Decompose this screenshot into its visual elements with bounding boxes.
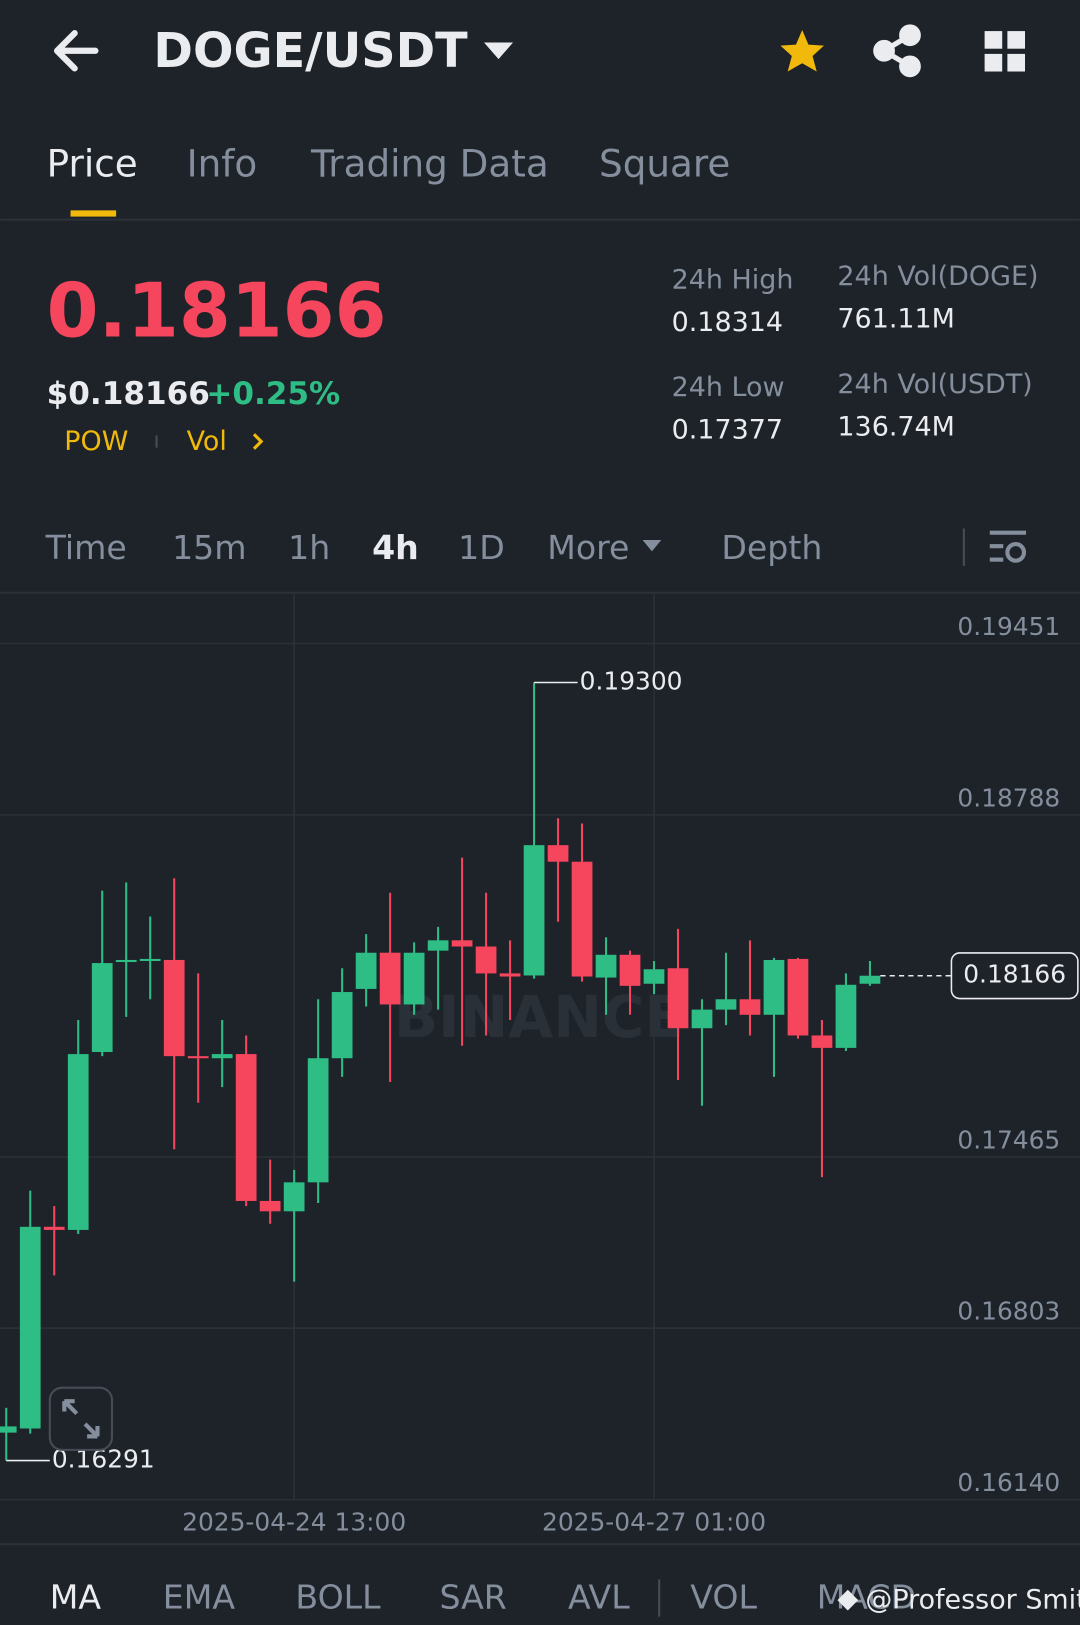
candle-body: [355, 952, 377, 989]
candle-body: [859, 975, 881, 984]
tag[interactable]: POW: [64, 426, 128, 457]
interval[interactable]: 15m: [172, 528, 247, 567]
tab-indicator: [70, 210, 117, 217]
interval[interactable]: Depth: [721, 528, 822, 567]
interval[interactable]: 4h: [372, 528, 419, 567]
candle-body: [283, 1182, 305, 1212]
indicator[interactable]: VOL: [690, 1578, 757, 1617]
stat-value: 0.17377: [672, 415, 783, 446]
watermark: @Professor Smith: [865, 1585, 1080, 1616]
pair-dropdown[interactable]: [484, 42, 514, 60]
candle-body: [235, 1054, 257, 1201]
candlestick-chart: BINANCE 0.19451 0.18788 0.17465 0.16803 0.161…: [0, 592, 1080, 1536]
interval[interactable]: 1h: [288, 528, 330, 567]
candle-body: [475, 946, 497, 974]
stat-label: 24h Low: [672, 372, 785, 403]
candle-body: [787, 958, 809, 1036]
stat-label: 24h Vol(USDT): [837, 369, 1032, 400]
candle-body: [91, 963, 113, 1053]
candle-body: [667, 968, 689, 1029]
indicator[interactable]: MA: [50, 1578, 102, 1617]
candle-body: [547, 845, 569, 862]
stat-label: 24h High: [672, 264, 794, 295]
chart-watermark: BINANCE: [394, 983, 684, 1051]
candle-body: [739, 999, 761, 1015]
tab[interactable]: Info: [187, 141, 258, 185]
interval[interactable]: 1D: [458, 528, 505, 567]
share-button[interactable]: [873, 24, 921, 78]
tab[interactable]: Trading Data: [310, 141, 549, 185]
watermark-icon: [837, 1589, 859, 1611]
x-tick-label: 2025-04-27 01:00: [542, 1507, 766, 1536]
candle-body: [643, 969, 665, 984]
candle-body: [715, 999, 737, 1010]
more-dropdown[interactable]: [642, 539, 662, 552]
usd-price: $0.18166: [47, 376, 210, 412]
max-label: 0.19300: [580, 667, 683, 696]
indicator[interactable]: SAR: [439, 1578, 506, 1617]
indicator[interactable]: BOLL: [295, 1578, 381, 1617]
stat-value: 761.11M: [837, 304, 955, 335]
candle-body: [763, 959, 785, 1015]
y-tick-label: 0.19451: [957, 612, 1060, 641]
indicator[interactable]: AVL: [568, 1578, 630, 1617]
candle-body: [331, 992, 353, 1059]
candle-body: [427, 940, 449, 951]
candle-body: [835, 984, 857, 1048]
y-tick-label: 0.16803: [957, 1297, 1060, 1326]
candle-body: [307, 1058, 329, 1183]
candle-body: [0, 1426, 17, 1433]
chart-settings[interactable]: [989, 530, 1027, 563]
last-price: 0.18166: [47, 268, 387, 355]
candle-body: [451, 940, 473, 947]
candle-body: [619, 954, 641, 986]
tab[interactable]: Square: [599, 141, 730, 185]
candle-body: [523, 845, 545, 976]
candle-body: [379, 952, 401, 1005]
last-price-label: 0.18166: [963, 960, 1066, 989]
last-price-box: [950, 952, 1079, 1000]
candle-body: [115, 959, 137, 963]
candle-body: [595, 954, 617, 978]
candle-body: [43, 1226, 65, 1230]
interval[interactable]: More: [547, 528, 629, 567]
candle-body: [691, 1009, 713, 1029]
back-button[interactable]: [53, 30, 99, 72]
candle-body: [211, 1054, 233, 1059]
x-tick-label: 2025-04-24 13:00: [182, 1507, 406, 1536]
favorite-star[interactable]: [780, 30, 824, 72]
tag-arrow[interactable]: [252, 433, 264, 450]
tag[interactable]: Vol: [187, 426, 227, 457]
menu-grid[interactable]: [984, 31, 1026, 72]
candle-body: [187, 1056, 209, 1059]
fullscreen-button[interactable]: [48, 1386, 114, 1451]
stat-value: 136.74M: [837, 412, 955, 443]
interval[interactable]: Time: [45, 528, 127, 567]
y-tick-label: 0.18788: [957, 783, 1060, 812]
y-tick-label: 0.16140: [957, 1468, 1060, 1497]
candle-body: [139, 958, 161, 962]
candle-body: [499, 973, 521, 977]
candle-body: [403, 952, 425, 1005]
pair-title[interactable]: DOGE/USDT: [153, 24, 468, 79]
indicator[interactable]: MACD: [817, 1578, 916, 1617]
change-percent: +0.25%: [206, 376, 340, 412]
candle-body: [67, 1054, 89, 1230]
indicator[interactable]: EMA: [163, 1578, 236, 1617]
tab[interactable]: Price: [47, 141, 138, 185]
stat-value: 0.18314: [672, 307, 783, 338]
candle-body: [571, 861, 593, 977]
candle-body: [259, 1200, 281, 1212]
candle-body: [163, 959, 185, 1057]
candle-body: [19, 1226, 41, 1429]
stat-label: 24h Vol(DOGE): [837, 261, 1038, 292]
candle-body: [811, 1035, 833, 1048]
y-tick-label: 0.17465: [957, 1125, 1060, 1154]
